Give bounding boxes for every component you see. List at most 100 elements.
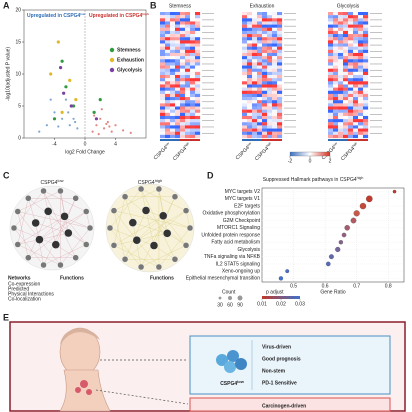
heatmap-cell xyxy=(247,109,253,113)
heatmap-cell xyxy=(190,68,196,72)
point xyxy=(110,130,113,133)
heatmap-cell xyxy=(190,75,196,79)
heatmap-cell xyxy=(328,128,334,132)
y-tick-label: IL2 STAT5 signaling xyxy=(216,261,261,267)
heatmap-cell xyxy=(247,68,253,72)
heatmap-cell xyxy=(348,75,354,79)
heatmap-cell xyxy=(333,56,339,60)
panel-label: D xyxy=(207,170,214,180)
y-axis-label: -log10(adjusted P value) xyxy=(5,47,11,101)
cell-icon xyxy=(216,350,247,373)
network-edge xyxy=(28,211,49,258)
heatmap-cell xyxy=(343,75,349,79)
heatmap-cell xyxy=(328,59,334,63)
point xyxy=(68,78,72,82)
heatmap-cell xyxy=(242,56,248,60)
heatmap-cell xyxy=(160,87,166,91)
heatmap-cell xyxy=(165,18,171,22)
network-node xyxy=(159,211,168,220)
heatmap-cell xyxy=(195,46,201,50)
heatmap-cell xyxy=(242,78,248,82)
heatmap-cell xyxy=(267,103,273,107)
heatmap-cell xyxy=(363,78,369,82)
heatmap-cell xyxy=(165,68,171,72)
heatmap-cell xyxy=(333,81,339,85)
heatmap-cell xyxy=(343,109,349,113)
network-node xyxy=(14,241,21,248)
heatmap-cell xyxy=(175,46,181,50)
heatmap-cell xyxy=(262,24,268,28)
heatmap-cell xyxy=(252,37,258,41)
heatmap-cell xyxy=(180,81,186,85)
heatmap-cell xyxy=(348,134,354,139)
network-edge xyxy=(28,198,36,223)
network-node xyxy=(186,224,194,232)
heatmap-cell xyxy=(190,115,196,120)
heatmap-cell xyxy=(328,78,334,82)
heatmap-cell xyxy=(262,12,268,16)
heatmap-cell xyxy=(195,78,201,82)
network-edge xyxy=(28,211,87,258)
heatmap-cell xyxy=(328,27,334,31)
heatmap-cell xyxy=(257,68,263,72)
heatmap-cell xyxy=(190,128,196,132)
heatmap-cell xyxy=(328,65,334,69)
heatmap-cell xyxy=(363,122,369,126)
heatmap-cell xyxy=(180,109,186,113)
heatmap-cell xyxy=(353,109,359,113)
colorbar xyxy=(289,151,331,157)
heatmap-cell xyxy=(190,112,196,117)
heatmap-cell xyxy=(333,49,339,54)
heatmap-cell xyxy=(277,134,283,139)
heatmap-cell xyxy=(353,40,359,44)
heatmap-cell xyxy=(185,27,191,31)
heatmap-cell xyxy=(170,52,176,57)
y-tick-label: Glycolysis xyxy=(237,247,260,253)
heatmap-cell xyxy=(262,90,268,94)
network-edge xyxy=(43,190,76,258)
heatmap-cell xyxy=(170,71,176,76)
heatmap-cell xyxy=(257,43,263,47)
heatmap-cell xyxy=(160,93,166,98)
heatmap-cell xyxy=(160,43,166,47)
group-bar xyxy=(180,139,200,141)
heatmap-cell xyxy=(358,93,364,98)
heatmap-cell xyxy=(363,128,369,132)
heatmap-cell xyxy=(180,34,186,38)
heatmap-cell xyxy=(272,56,278,60)
heatmap-cell xyxy=(353,56,359,60)
heatmap-cell xyxy=(333,103,339,107)
box-line: Non-stem xyxy=(262,368,286,374)
heatmap-cell xyxy=(338,90,344,94)
heatmap-cell xyxy=(160,134,166,139)
heatmap-cell xyxy=(170,68,176,72)
heatmap-cell xyxy=(343,131,349,135)
network-edge xyxy=(136,210,187,241)
point xyxy=(45,124,48,127)
heatmap-cell xyxy=(257,15,263,19)
heatmap-cell xyxy=(252,65,258,69)
heatmap-cell xyxy=(277,68,283,72)
heatmap-cell xyxy=(170,119,176,123)
heatmap-cell xyxy=(277,56,283,60)
network-edge xyxy=(113,210,126,260)
heatmap-cell xyxy=(175,65,181,69)
heatmap-cell xyxy=(180,125,186,129)
heatmap-cell xyxy=(363,65,369,69)
heatmap-cell xyxy=(170,131,176,135)
heatmap-cell xyxy=(262,128,268,132)
heatmap-cell xyxy=(195,112,201,117)
point xyxy=(129,131,132,134)
y-tick-label: 20 xyxy=(15,7,21,13)
heatmap-cell xyxy=(267,59,273,63)
heatmap-cell xyxy=(358,52,364,57)
heatmap-cell xyxy=(267,71,273,76)
heatmap-cell xyxy=(252,84,258,88)
x-tick-label: 0.6 xyxy=(322,283,329,289)
heatmap-cell xyxy=(272,59,278,63)
heatmap-cell xyxy=(328,131,334,135)
heatmap-cell xyxy=(257,109,263,113)
point xyxy=(122,129,125,132)
y-tick-label: Unfolded protein response xyxy=(201,232,260,238)
network-edge xyxy=(64,216,87,245)
